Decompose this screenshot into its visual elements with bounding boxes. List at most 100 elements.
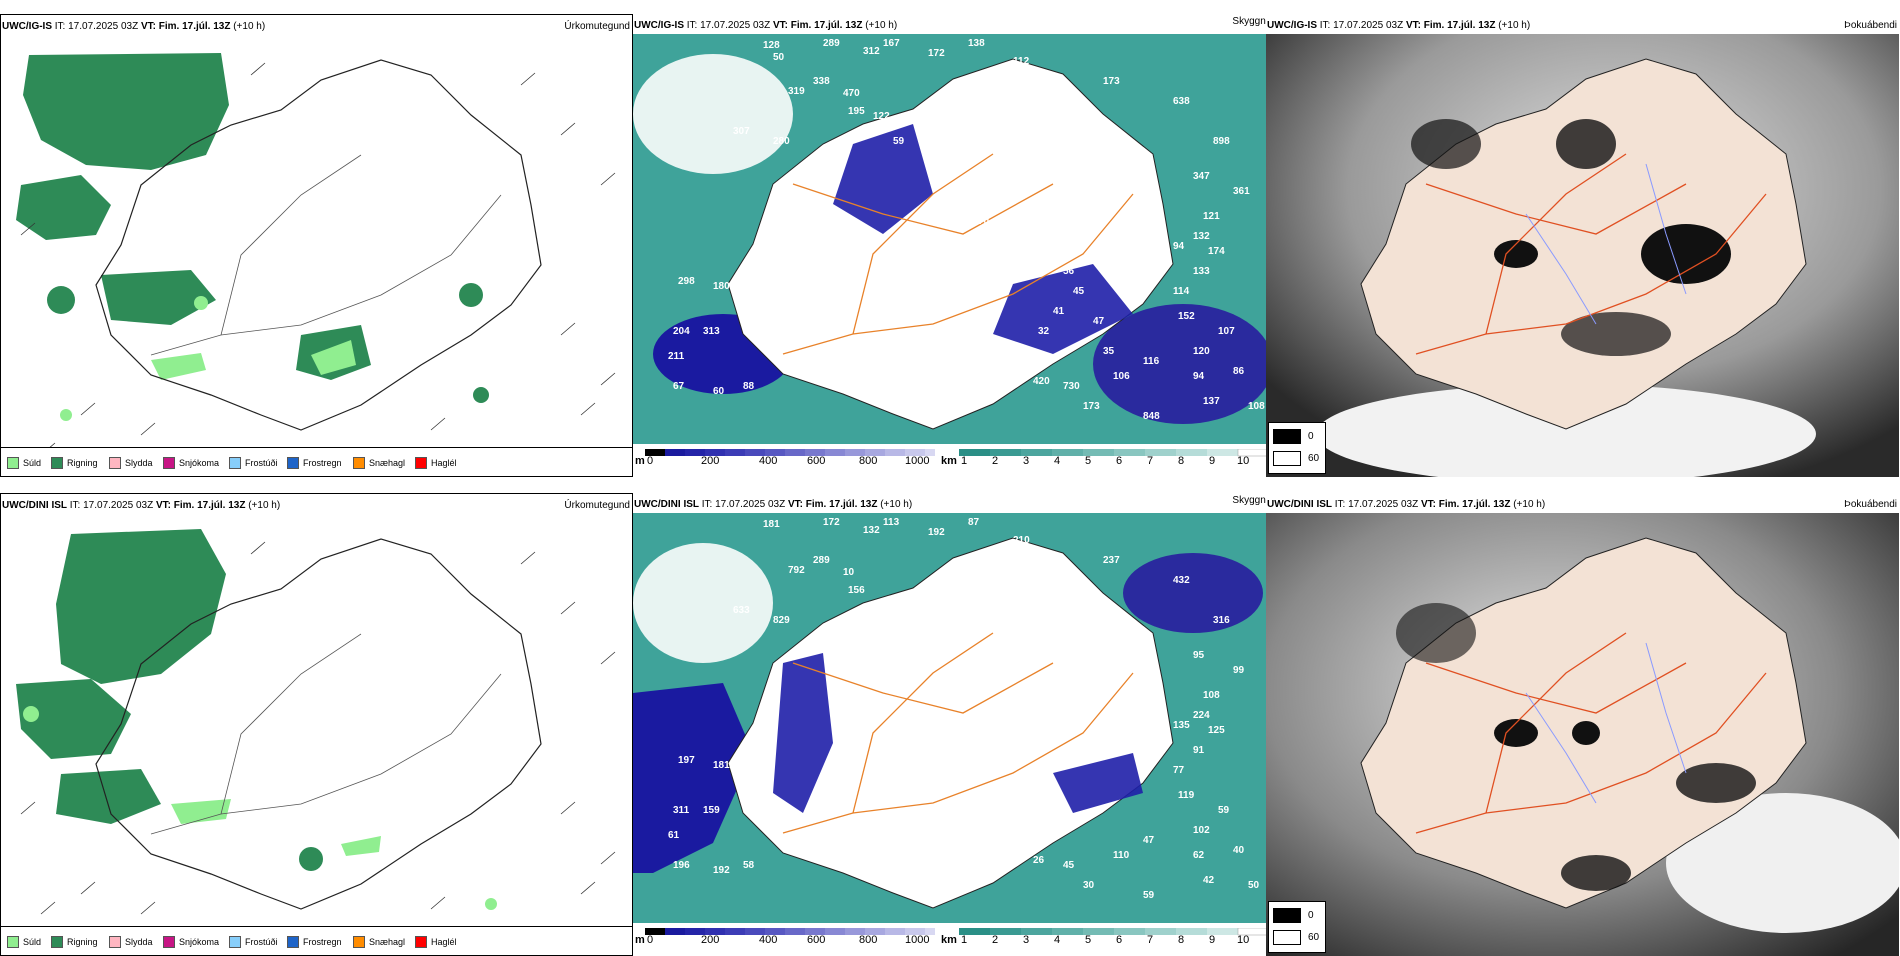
visibility-value-label: 898: [1213, 136, 1230, 147]
roads: [782, 153, 1134, 355]
iceland-coastline: [95, 59, 542, 431]
visibility-value-label: 132: [1193, 231, 1210, 242]
visibility-value-label: 172: [823, 517, 840, 528]
visibility-value-label: 167: [883, 38, 900, 49]
visibility-value-label: 633: [733, 605, 750, 616]
visibility-value-label: 289: [813, 555, 830, 566]
visibility-value-label: 121: [1203, 211, 1220, 222]
visibility-value-label: 61: [668, 830, 680, 841]
legend-swatch: [287, 456, 299, 469]
wind-barbs: [20, 541, 616, 915]
fog-map: [1266, 34, 1899, 477]
roads: [150, 154, 502, 356]
visibility-value-label: 44: [1013, 266, 1025, 277]
visibility-value-label: 196: [673, 860, 690, 871]
fog-swatch-low: [1273, 930, 1301, 945]
rain-area: [16, 529, 323, 871]
visibility-value-label: 64: [933, 156, 945, 167]
iceland-land: [727, 537, 1174, 909]
visibility-value-label: 42: [1203, 875, 1215, 886]
visibility-value-label: 133: [1193, 266, 1210, 277]
roads: [1415, 632, 1767, 834]
visibility-value-label: 432: [1173, 575, 1190, 586]
visibility-value-label: 347: [1193, 171, 1210, 182]
visibility-value-label: 67: [673, 381, 685, 392]
panel-title: UWC/IG-IS IT: 17.07.2025 03Z VT: Fim. 17…: [634, 20, 898, 31]
visibility-value-label: 159: [703, 805, 720, 816]
visibility-value-label: 173: [1103, 76, 1120, 87]
visibility-value-label: 197: [678, 755, 695, 766]
visibility-value-label: 56: [948, 306, 960, 317]
panel-title: UWC/DINI ISL IT: 17.07.2025 03Z VT: Fim.…: [1267, 499, 1546, 510]
legend-swatch: [415, 935, 427, 948]
visibility-value-label: 181: [713, 760, 730, 771]
legend-drizzle: Súld: [7, 456, 41, 469]
legend-freezing-rain: Frostregn: [287, 456, 342, 469]
visibility-value-label: 40: [1233, 845, 1245, 856]
visibility-value-label: 41: [1053, 306, 1065, 317]
fog-index-panel-2: UWC/DINI ISL IT: 17.07.2025 03Z VT: Fim.…: [1266, 493, 1899, 956]
clear-area: [633, 543, 773, 663]
fog-patches: [1396, 603, 1756, 891]
panel-title: UWC/IG-IS IT: 17.07.2025 03Z VT: Fim. 17…: [1267, 20, 1531, 31]
visibility-value-label: 174: [1208, 246, 1225, 257]
legend-swatch: [163, 456, 175, 469]
fog-swatch-high: [1273, 429, 1301, 444]
visibility-value-label: 848: [1143, 411, 1160, 422]
visibility-value-label: 47: [1143, 835, 1155, 846]
visibility-value-label: 50: [773, 52, 785, 63]
visibility-value-label: 135: [1173, 720, 1190, 731]
visibility-value-label: 30: [1083, 880, 1095, 891]
legend-snow-pellets: Snæhagl: [353, 456, 405, 469]
visibility-value-label: 108: [1248, 401, 1265, 412]
visibility-value-label: 420: [1033, 376, 1050, 387]
legend-swatch: [7, 935, 19, 948]
precip-map: [16, 529, 616, 915]
visibility-colorbar-m: m 0 200 400 600 800 1000: [635, 928, 935, 950]
visibility-value-label: 361: [1233, 186, 1250, 197]
visibility-value-label: 70: [978, 216, 990, 227]
visibility-value-label: 108: [1203, 690, 1220, 701]
legend-sleet: Slydda: [109, 935, 153, 948]
visibility-value-label: 152: [1178, 311, 1195, 322]
visibility-value-label: 289: [823, 38, 840, 49]
fog-swatch-high: [1273, 908, 1301, 923]
visibility-value-label: 311: [673, 805, 690, 816]
visibility-value-label: 112: [893, 246, 910, 257]
fog-patches: [1411, 119, 1731, 356]
legend-swatch: [163, 935, 175, 948]
legend-snow-pellets: Snæhagl: [353, 935, 405, 948]
visibility-panel-1: UWC/IG-IS IT: 17.07.2025 03Z VT: Fim. 17…: [633, 14, 1266, 477]
visibility-value-label: 95: [1193, 650, 1205, 661]
visibility-value-label: 195: [848, 106, 865, 117]
legend-swatch: [51, 935, 63, 948]
rain-area: [16, 53, 489, 403]
visibility-value-label: 102: [1193, 825, 1210, 836]
visibility-panel-2: UWC/DINI ISL IT: 17.07.2025 03Z VT: Fim.…: [633, 493, 1266, 956]
visibility-value-label: 280: [773, 136, 790, 147]
visibility-value-label: 829: [773, 615, 790, 626]
legend-drizzle: Súld: [7, 935, 41, 948]
legend-hail: Haglél: [415, 456, 457, 469]
legend-swatch: [353, 456, 365, 469]
visibility-value-label: 61: [963, 186, 975, 197]
visibility-value-label: 94: [1173, 241, 1185, 252]
visibility-value-label: 35: [1103, 346, 1115, 357]
colorbar-ramp-km: [959, 449, 1266, 457]
fog-legend: 0 60: [1268, 901, 1326, 953]
visibility-value-label: 10: [843, 567, 855, 578]
legend-freezing-rain: Frostregn: [287, 935, 342, 948]
fog-map: [1266, 513, 1899, 956]
drizzle-area: [23, 706, 497, 910]
visibility-value-label: 30: [1133, 226, 1145, 237]
visibility-value-label: 112: [1013, 56, 1030, 67]
visibility-value-label: 224: [1193, 710, 1210, 721]
fog-free-area: [1666, 793, 1899, 933]
visibility-value-label: 87: [968, 517, 980, 528]
visibility-value-label: 237: [1103, 555, 1120, 566]
legend-snow: Snjókoma: [163, 935, 219, 948]
visibility-value-label: 62: [1193, 850, 1205, 861]
rivers: [1525, 163, 1687, 325]
